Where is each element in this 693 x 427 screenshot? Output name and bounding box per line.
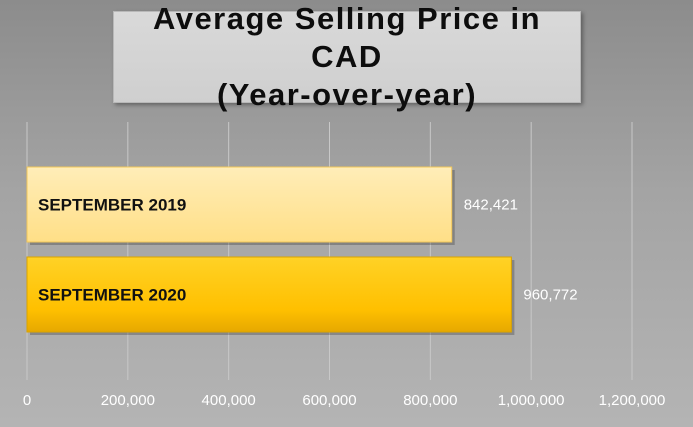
bar [26, 256, 512, 333]
x-tick-label: 400,000 [202, 392, 256, 409]
chart-subtitle: (Year-over-year) [216, 77, 478, 112]
x-tick-label: 0 [23, 392, 31, 409]
chart-title: Average Selling Price in CAD [152, 1, 542, 74]
category-label: SEPTEMBER 2019 [38, 196, 186, 215]
x-tick-label: 200,000 [101, 392, 155, 409]
x-tick-label: 1,200,000 [599, 392, 666, 409]
bar [26, 166, 453, 243]
chart-title-box: Average Selling Price in CAD (Year-over-… [113, 1, 581, 112]
data-label: 960,772 [523, 287, 577, 304]
x-tick-label: 600,000 [302, 392, 356, 409]
data-label: 842,421 [464, 197, 518, 214]
x-tick-label: 800,000 [403, 392, 457, 409]
x-tick-label: 1,000,000 [498, 392, 565, 409]
category-label: SEPTEMBER 2020 [38, 286, 186, 305]
